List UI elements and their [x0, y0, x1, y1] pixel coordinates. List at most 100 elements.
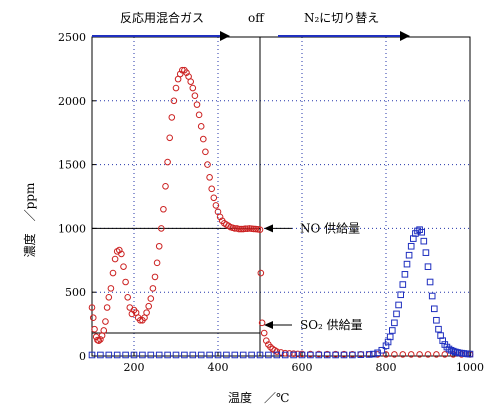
- data-point-square: [206, 351, 213, 359]
- data-point-square: [399, 281, 407, 288]
- data-point-square: [424, 263, 432, 270]
- data-point-circle: [164, 158, 171, 166]
- data-point-square: [189, 351, 197, 359]
- data-point-square: [164, 351, 171, 359]
- data-point-square: [155, 351, 163, 359]
- data-point-circle: [258, 319, 266, 327]
- data-point-square: [435, 325, 442, 333]
- data-point-circle: [122, 278, 129, 286]
- data-point-square: [172, 351, 180, 359]
- data-point-square: [422, 249, 430, 256]
- data-point-square: [378, 346, 386, 354]
- data-point-circle: [273, 348, 281, 355]
- data-point-circle: [89, 314, 97, 322]
- series-squares: [88, 226, 474, 359]
- y-tick-label: 2500: [58, 31, 86, 44]
- data-point-circle: [195, 111, 203, 119]
- data-point-square: [393, 310, 400, 318]
- grid-lines: [92, 37, 470, 356]
- data-point-circle: [242, 225, 249, 232]
- data-point-square: [256, 351, 264, 359]
- data-point-circle: [111, 255, 119, 263]
- data-point-square: [281, 351, 289, 359]
- x-tick-label: 400: [208, 361, 229, 374]
- data-point-square: [349, 351, 356, 359]
- top-label-right: N₂に切り替え: [304, 11, 379, 25]
- series-circles: [88, 66, 474, 358]
- data-point-square: [307, 351, 314, 359]
- data-point-square: [433, 316, 440, 324]
- data-point-circle: [208, 185, 215, 193]
- data-point-square: [315, 351, 323, 359]
- tick-labels: 200 400 600 800 1000 0 500 1000 1500 2000 2500: [58, 31, 484, 374]
- data-point-circle: [206, 174, 213, 181]
- data-point-circle: [235, 225, 243, 233]
- data-point-circle: [158, 225, 165, 232]
- data-point-circle: [107, 285, 115, 292]
- data-point-square: [414, 227, 421, 235]
- y-tick-label: 1000: [58, 222, 86, 235]
- data-point-circle: [197, 123, 205, 130]
- data-point-circle: [151, 273, 159, 281]
- data-point-circle: [103, 304, 111, 311]
- data-point-circle: [124, 294, 131, 301]
- data-point-circle: [407, 351, 415, 358]
- data-point-circle: [424, 351, 432, 358]
- data-point-square: [370, 350, 377, 358]
- y-tick-label: 0: [79, 350, 86, 363]
- data-point-square: [122, 351, 129, 359]
- data-point-square: [395, 301, 402, 309]
- data-point-circle: [168, 114, 176, 121]
- data-point-square: [439, 337, 446, 344]
- data-point-circle: [399, 351, 407, 358]
- data-point-circle: [202, 148, 209, 156]
- plot-frame: [91, 36, 471, 357]
- data-point-circle: [128, 310, 136, 318]
- data-point-square: [147, 351, 155, 359]
- data-point-square: [197, 351, 205, 359]
- data-point-circle: [210, 194, 218, 202]
- data-point-circle: [191, 92, 199, 99]
- x-tick-label: 600: [292, 361, 313, 374]
- data-point-circle: [391, 351, 398, 358]
- data-point-circle: [200, 135, 207, 143]
- arrow-right-head: [400, 31, 410, 41]
- data-point-square: [265, 351, 272, 359]
- y-tick-label: 1500: [58, 159, 86, 172]
- y-axis-label: 濃度 ／ppm: [22, 182, 37, 257]
- data-point-circle: [183, 69, 190, 77]
- data-point-circle: [166, 134, 173, 142]
- data-point-circle: [170, 97, 178, 105]
- data-point-square: [449, 347, 457, 355]
- data-point-circle: [294, 350, 302, 358]
- data-point-square: [248, 351, 255, 359]
- data-point-square: [447, 346, 455, 354]
- data-point-square: [397, 291, 404, 299]
- data-point-square: [391, 319, 398, 327]
- top-label-middle: off: [248, 11, 265, 25]
- data-point-circle: [237, 225, 245, 233]
- data-point-square: [88, 351, 96, 359]
- data-point-circle: [105, 294, 113, 301]
- data-point-circle: [257, 269, 265, 277]
- data-point-circle: [204, 161, 211, 168]
- data-point-square: [426, 278, 434, 286]
- data-point-circle: [162, 182, 169, 190]
- data-point-square: [445, 345, 453, 353]
- annotation-no-supply: NO 供給量: [300, 221, 360, 235]
- data-point-circle: [189, 84, 197, 92]
- data-point-square: [466, 350, 474, 358]
- data-point-square: [357, 351, 365, 359]
- data-point-square: [389, 327, 396, 334]
- data-point-circle: [118, 250, 125, 258]
- data-point-square: [452, 348, 459, 356]
- data-point-square: [323, 351, 331, 359]
- data-point-square: [401, 271, 409, 278]
- data-point-circle: [160, 205, 167, 213]
- data-point-square: [223, 351, 230, 359]
- data-point-circle: [260, 329, 268, 337]
- data-point-square: [273, 351, 281, 359]
- data-point-square: [428, 292, 436, 300]
- data-point-square: [105, 351, 113, 359]
